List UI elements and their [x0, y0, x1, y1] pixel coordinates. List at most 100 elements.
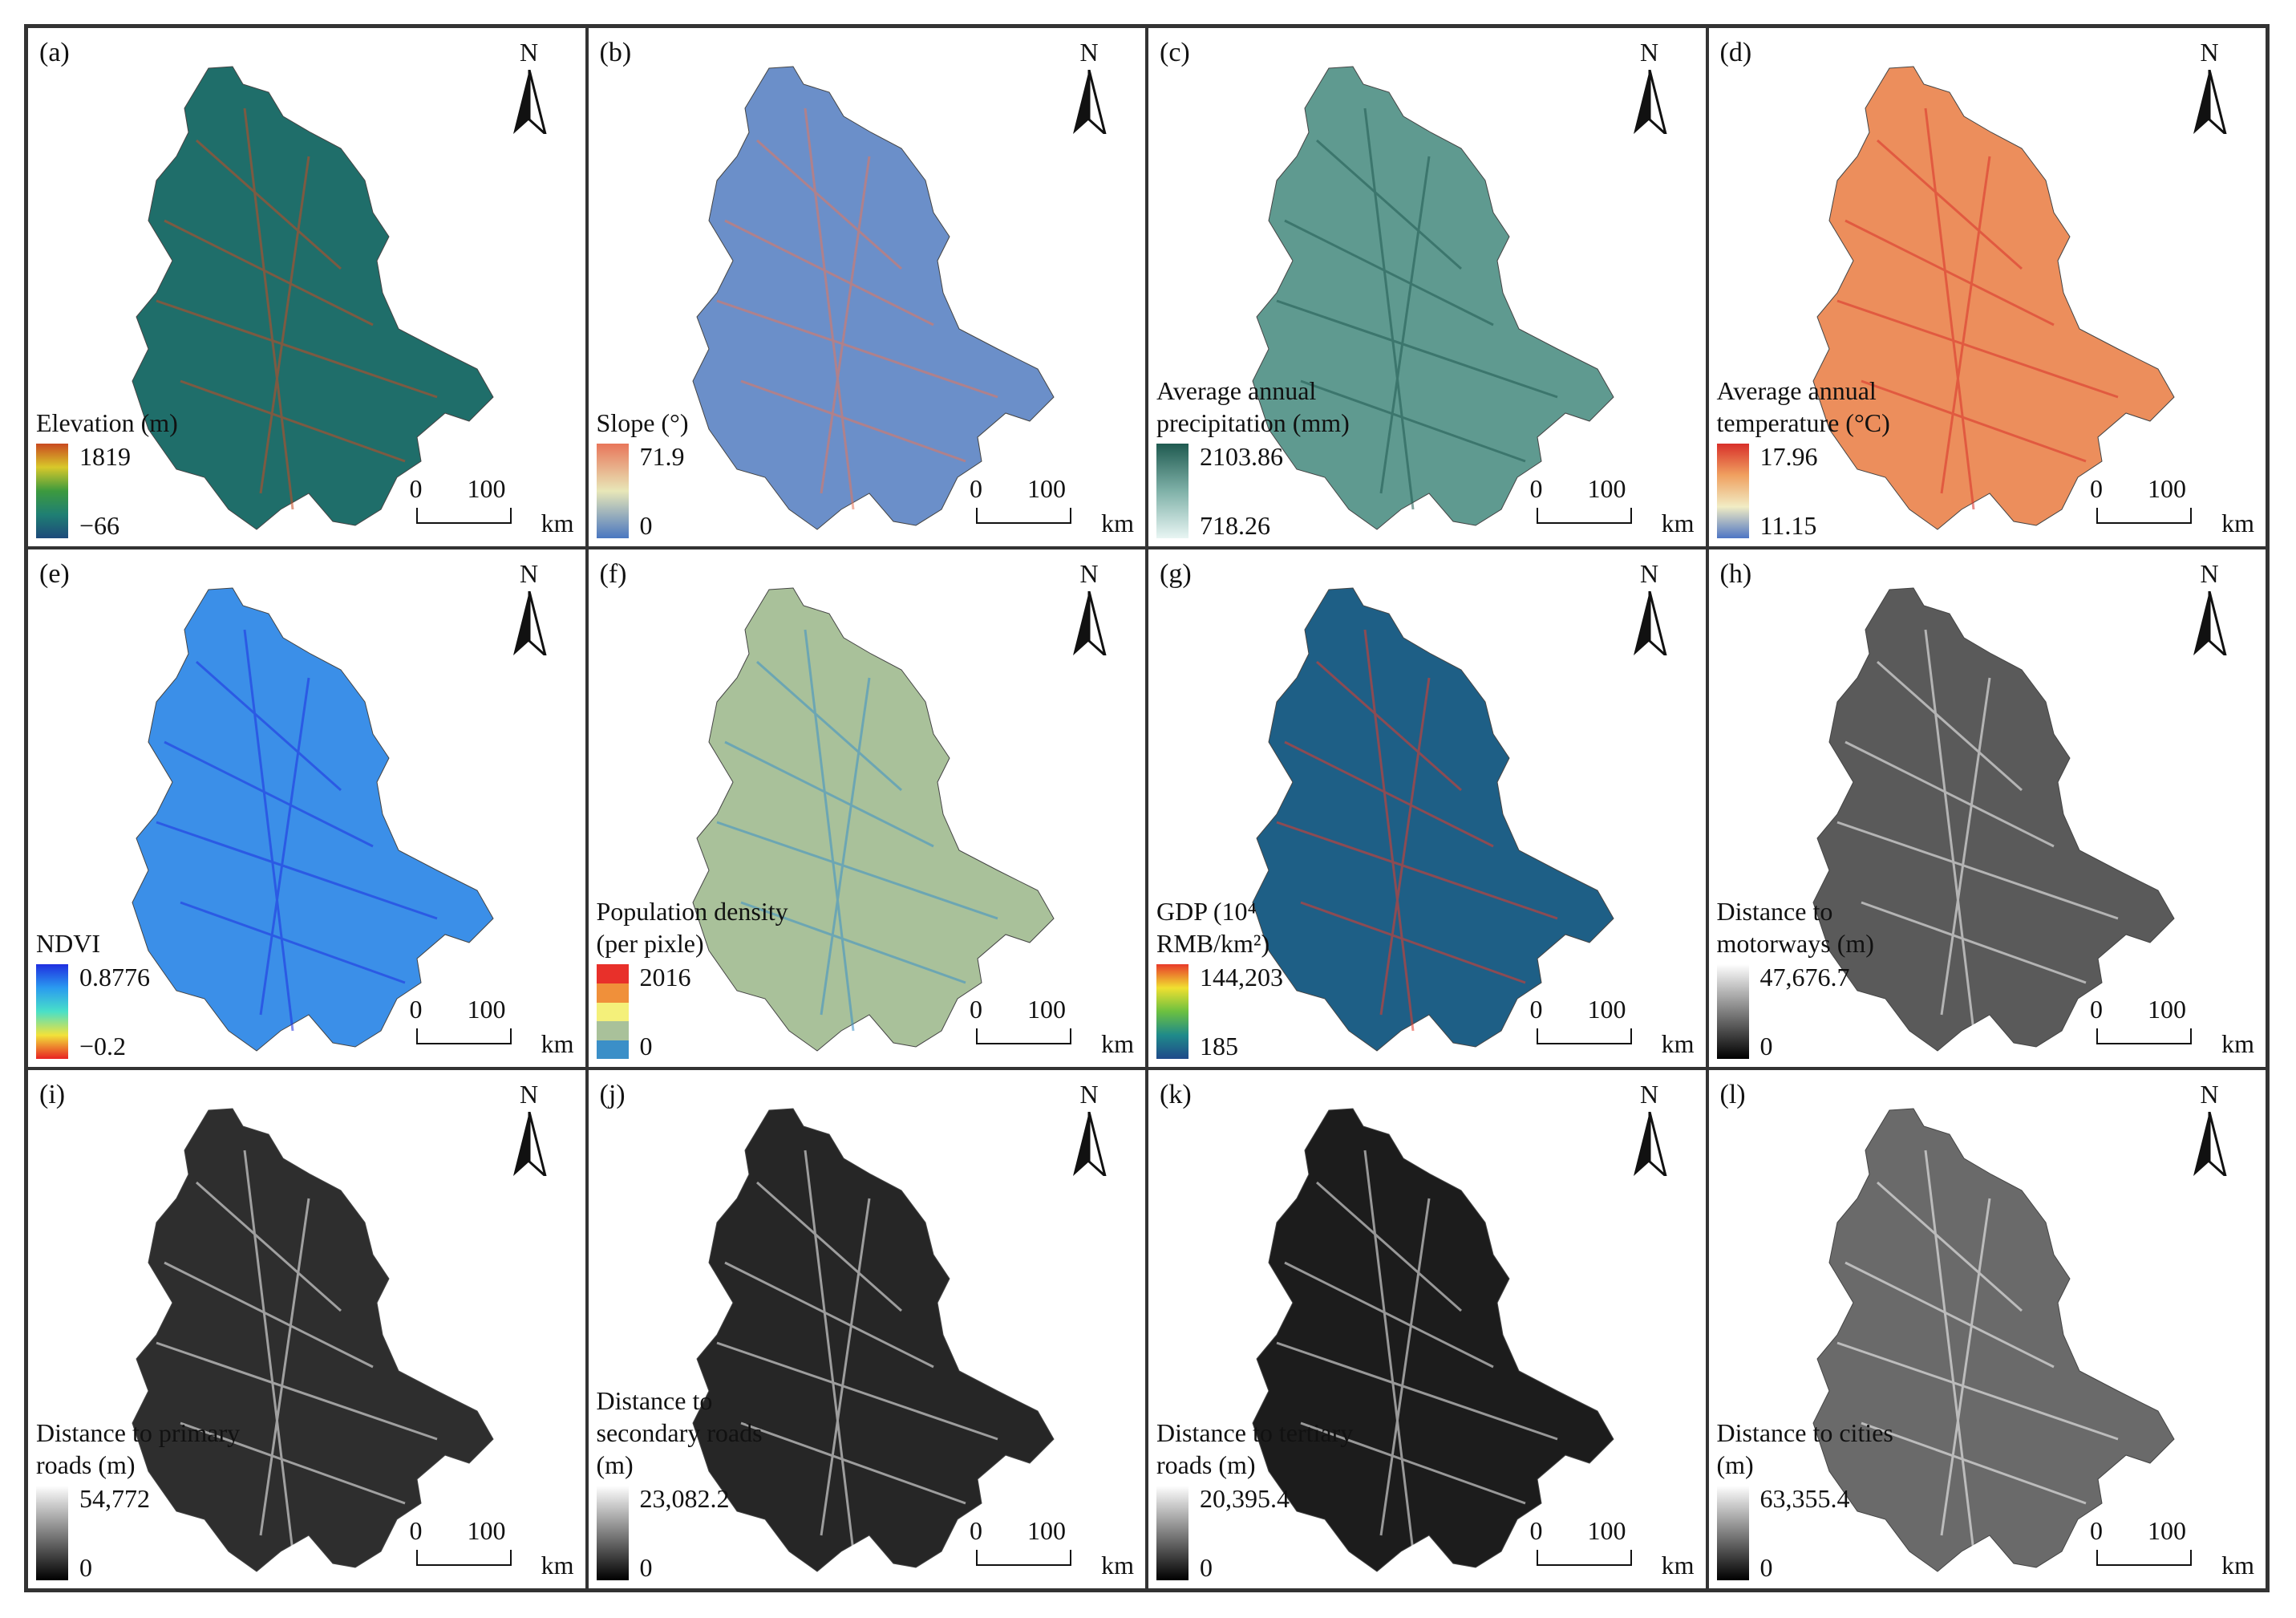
scale-hundred: 100	[1587, 1516, 1626, 1545]
legend-max-value: 2016	[639, 963, 691, 992]
scale-zero: 0	[2090, 473, 2103, 503]
map-texture	[716, 107, 998, 510]
map-texture	[1836, 629, 2118, 1031]
map-texture	[1276, 629, 1558, 1031]
panel-label: (g)	[1160, 558, 1192, 589]
legend-min-value: 11.15	[1759, 510, 1817, 540]
scale-zero: 0	[409, 995, 423, 1024]
map-panel-g: (g) N GDP (10⁴ RMB/km²) 144,203 185 0	[1147, 547, 1707, 1069]
province-shape	[1812, 1108, 2175, 1572]
scale-bar-line	[2096, 507, 2192, 524]
province-shape	[1812, 66, 2175, 530]
legend-max-value: 0.8776	[79, 963, 150, 992]
scale-unit: km	[2221, 1551, 2254, 1579]
north-arrow-icon	[1073, 70, 1107, 134]
north-arrow: N	[505, 1080, 553, 1177]
map-panel-i: (i) N Distance to primary roads (m) 54,7…	[26, 1069, 587, 1590]
scale-zero: 0	[1529, 1516, 1543, 1545]
map-legend: Average annual temperature (°C) 17.96 11…	[1716, 375, 2038, 540]
legend-min-value: 0	[639, 510, 653, 540]
province-shape	[691, 66, 1055, 530]
north-arrow: N	[1626, 38, 1674, 134]
province-map	[1812, 587, 2175, 1052]
scale-zero: 0	[970, 473, 982, 503]
scale-bar: 0 100 km	[970, 995, 1134, 1059]
north-label: N	[1639, 1080, 1659, 1109]
legend-color-ramp	[36, 964, 68, 1060]
scale-unit: km	[1101, 1029, 1134, 1059]
north-label: N	[1639, 558, 1659, 588]
scale-bar-line	[415, 507, 512, 524]
legend-color-ramp	[1156, 443, 1188, 538]
legend-color-ramp	[1716, 964, 1749, 1060]
scale-zero: 0	[1529, 995, 1543, 1024]
province-shape	[691, 1108, 1055, 1572]
panel-label: (c)	[1160, 38, 1190, 67]
scale-hundred: 100	[1587, 995, 1626, 1024]
legend-title: Average annual precipitation (mm)	[1156, 375, 1350, 437]
scale-hundred: 100	[2148, 1516, 2186, 1545]
map-legend: Distance to tertiary roads (m) 20,395.4 …	[1156, 1417, 1477, 1580]
map-panel-l: (l) N Distance to cities (m) 63,355.4 0	[1707, 1069, 2267, 1590]
map-texture	[716, 1150, 998, 1552]
legend-color-ramp	[596, 1486, 629, 1580]
north-label: N	[519, 38, 539, 67]
north-arrow: N	[1626, 559, 1674, 655]
north-arrow-icon	[1633, 590, 1667, 655]
map-panel-d: (d) N Average annual temperature (°C) 17…	[1707, 26, 2267, 548]
legend-class-swatch	[596, 964, 629, 983]
scale-bar-line	[976, 1028, 1071, 1045]
north-label: N	[2200, 558, 2219, 588]
north-arrow-icon	[1073, 590, 1107, 655]
north-arrow-icon	[1633, 70, 1667, 134]
province-shape	[132, 66, 494, 530]
panel-label: (b)	[599, 38, 632, 67]
legend-class-swatch	[596, 1040, 629, 1060]
scale-bar: 0 100 km	[410, 474, 574, 538]
legend-title: Distance to primary roads (m)	[36, 1418, 241, 1479]
scale-bar-line	[2096, 1028, 2192, 1045]
scale-bar: 0 100 km	[2090, 1516, 2254, 1580]
scale-bar-line	[1536, 1028, 1632, 1045]
north-label: N	[1079, 1080, 1099, 1109]
panel-label: (j)	[599, 1080, 626, 1110]
map-legend: Distance to cities (m) 63,355.4 0	[1716, 1417, 2038, 1582]
figure-grid: (a) N Elevation (m) 1819 −66 0 100	[24, 24, 2270, 1592]
north-arrow: N	[1065, 559, 1113, 655]
legend-min-value: 718.26	[1200, 510, 1270, 540]
map-panel-k: (k) N Distance to tertiary roads (m) 20,…	[1147, 1069, 1707, 1590]
map-panel-e: (e) N NDVI 0.8776 −0.2 0 100	[26, 547, 587, 1069]
legend-max-value: 71.9	[639, 441, 685, 471]
scale-unit: km	[2221, 1029, 2254, 1059]
scale-bar: 0 100 km	[2090, 995, 2254, 1059]
scale-bar-line	[976, 507, 1071, 524]
scale-hundred: 100	[467, 995, 506, 1024]
province-shape	[132, 1108, 494, 1572]
scale-bar-line	[976, 1550, 1071, 1566]
legend-class-swatch	[596, 1021, 629, 1040]
province-map	[1812, 66, 2175, 530]
scale-unit: km	[1101, 1551, 1134, 1579]
scale-hundred: 100	[1027, 995, 1066, 1024]
panel-label: (h)	[1719, 558, 1752, 589]
scale-bar: 0 100 km	[1530, 474, 1695, 538]
scale-bar: 0 100 km	[2090, 474, 2254, 538]
scale-zero: 0	[409, 1516, 423, 1545]
scale-zero: 0	[2090, 1516, 2103, 1545]
north-label: N	[519, 558, 539, 588]
scale-hundred: 100	[2148, 995, 2186, 1024]
north-arrow-icon	[512, 1112, 547, 1177]
panel-label: (a)	[39, 38, 70, 67]
map-panel-b: (b) N Slope (°) 71.9 0 0 100	[586, 26, 1147, 548]
map-texture	[156, 1150, 438, 1552]
province-shape	[1812, 587, 2175, 1052]
legend-title: Population density (per pixle)	[596, 897, 788, 959]
province-shape	[132, 587, 494, 1052]
scale-unit: km	[541, 1029, 574, 1059]
scale-hundred: 100	[1587, 473, 1626, 503]
province-map	[132, 587, 494, 1052]
legend-min-value: 0	[1759, 1553, 1773, 1582]
panel-label: (f)	[599, 558, 627, 589]
province-shape	[1252, 587, 1614, 1052]
legend-color-ramp	[1156, 964, 1188, 1060]
